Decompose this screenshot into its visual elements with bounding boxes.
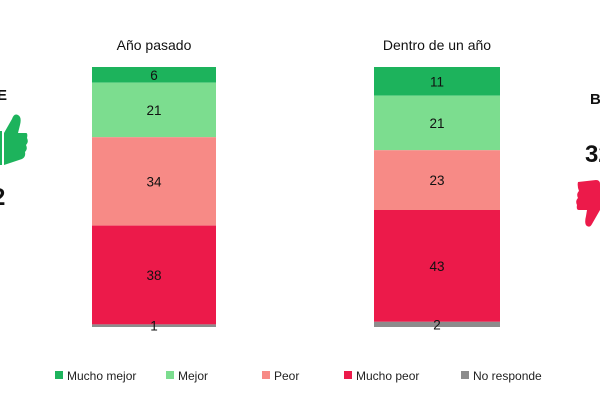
bar-segment-peor bbox=[374, 150, 500, 210]
thumbs-up-icon bbox=[0, 114, 28, 165]
bar-segment-mucho-peor bbox=[374, 210, 500, 322]
chart-title: Año pasado bbox=[117, 37, 192, 53]
legend-swatch-no-responde bbox=[461, 371, 469, 379]
legend-label-peor: Peor bbox=[274, 369, 299, 383]
right-panel-label: B bbox=[590, 91, 600, 108]
left-panel-value: 2 bbox=[0, 184, 5, 211]
legend-swatch-peor bbox=[262, 371, 270, 379]
bar-segment-mejor bbox=[374, 95, 500, 151]
data-label: 43 bbox=[429, 259, 444, 274]
bar-segment-peor bbox=[92, 137, 216, 226]
legend-label-no-responde: No responde bbox=[473, 369, 542, 383]
bar-segment-mucho-peor bbox=[92, 225, 216, 325]
bar-segment-mucho-mejor bbox=[92, 67, 216, 83]
data-label: 6 bbox=[150, 68, 158, 83]
data-label: 11 bbox=[430, 74, 444, 89]
legend: Mucho mejor Mejor Peor Mucho peor No respond… bbox=[55, 369, 542, 383]
legend-swatch-mejor bbox=[166, 371, 174, 379]
data-label: 38 bbox=[146, 268, 161, 283]
data-label: 21 bbox=[429, 116, 444, 131]
data-label: 2 bbox=[433, 317, 441, 332]
legend-label-mucho-peor: Mucho peor bbox=[356, 369, 419, 383]
data-label: 21 bbox=[146, 103, 161, 118]
data-label: 23 bbox=[429, 173, 444, 188]
charts-layer: Año pasado 6 21 34 38 1 Dentro de un año 11 21 23… bbox=[92, 37, 500, 334]
legend-label-mejor: Mejor bbox=[178, 369, 208, 383]
chart-title: Dentro de un año bbox=[383, 37, 491, 53]
bar-segment-no-responde bbox=[92, 324, 216, 327]
bar-segment-mejor bbox=[92, 82, 216, 138]
bar-segment-mucho-mejor bbox=[374, 67, 500, 96]
chart-1: Año pasado 6 21 34 38 1 bbox=[92, 37, 216, 334]
thumbs-down-icon bbox=[576, 180, 600, 227]
right-panel-value: 32 bbox=[585, 141, 600, 168]
data-label: 34 bbox=[146, 174, 162, 189]
legend-label-mucho-mejor: Mucho mejor bbox=[67, 369, 136, 383]
legend-swatch-mucho-mejor bbox=[55, 371, 63, 379]
data-label: 1 bbox=[150, 319, 158, 334]
left-panel-label: E bbox=[0, 87, 7, 104]
bar-segment-no-responde bbox=[374, 321, 500, 327]
legend-swatch-mucho-peor bbox=[344, 371, 352, 379]
chart-2: Dentro de un año 11 21 23 43 2 bbox=[374, 37, 500, 332]
